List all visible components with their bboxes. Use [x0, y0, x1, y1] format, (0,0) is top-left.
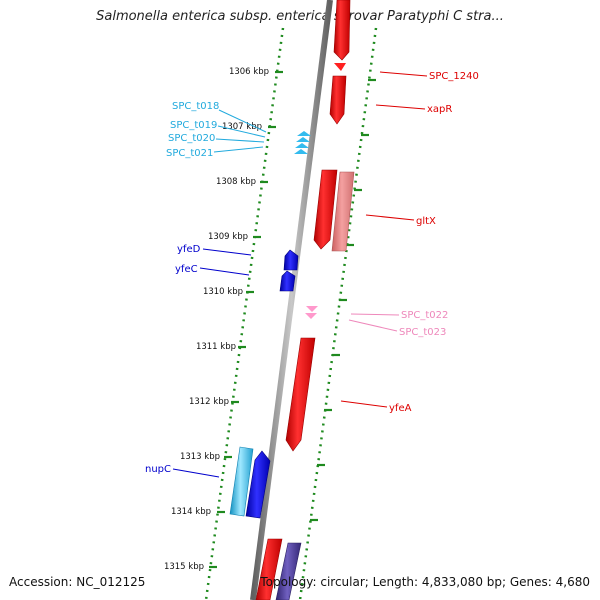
genome-backbone	[250, 0, 333, 600]
label-spc-t018[interactable]: SPC_t018	[172, 101, 219, 112]
tick-label-1315: 1315 kbp	[164, 562, 204, 572]
label-gltX[interactable]: gltX	[416, 216, 436, 227]
gene-xapR[interactable]	[329, 75, 347, 125]
gene-yfeD[interactable]	[283, 249, 299, 271]
label-spc-t023[interactable]: SPC_t023	[399, 327, 446, 338]
gene-nupC[interactable]	[245, 450, 271, 519]
trna-spc-t022[interactable]	[306, 306, 318, 312]
ruler-tick-marks	[209, 70, 283, 569]
trna-spc-t018[interactable]	[297, 131, 311, 136]
gene-yfeA[interactable]	[285, 337, 316, 452]
label-yfeD[interactable]: yfeD	[177, 244, 201, 255]
gene-cyan-bottom[interactable]	[229, 446, 254, 517]
tick-label-1312: 1312 kbp	[189, 397, 229, 407]
tick-label-1311: 1311 kbp	[196, 342, 236, 352]
tick-label-1309: 1309 kbp	[208, 232, 248, 242]
tick-label-1313: 1313 kbp	[180, 452, 220, 462]
trna-spc-t019[interactable]	[296, 137, 310, 142]
gene-bottom-red[interactable]	[255, 538, 283, 600]
ruler-labels: 1306 kbp 1307 kbp 1308 kbp 1309 kbp 1310…	[164, 67, 269, 572]
label-nupC[interactable]: nupC	[145, 464, 171, 475]
gene-gltX-shadow[interactable]	[331, 171, 355, 252]
tick-label-1307: 1307 kbp	[222, 122, 262, 132]
trna-spc-t020[interactable]	[295, 143, 309, 148]
gene-spc1240-small[interactable]	[334, 63, 346, 71]
gene-gltX[interactable]	[313, 169, 338, 250]
tick-label-1306: 1306 kbp	[229, 67, 269, 77]
reverse-strand-features	[229, 131, 311, 519]
label-yfeC[interactable]: yfeC	[175, 264, 198, 275]
label-spc-t022[interactable]: SPC_t022	[401, 310, 448, 321]
left-track-dots	[204, 27, 285, 600]
label-yfeA[interactable]: yfeA	[389, 403, 412, 414]
right-track-ticks	[310, 78, 376, 522]
gene-bottom-purple[interactable]	[275, 542, 302, 600]
trna-spc-t023[interactable]	[305, 313, 317, 319]
label-spc1240[interactable]: SPC_1240	[429, 71, 479, 82]
right-track-dots	[298, 27, 378, 600]
genome-title: Salmonella enterica subsp. enterica sero…	[96, 9, 504, 24]
label-spc-t019[interactable]: SPC_t019	[170, 120, 217, 131]
label-spc-t020[interactable]: SPC_t020	[168, 133, 215, 144]
feature-labels: SPC_1240 xapR SPC_t018 SPC_t019 SPC_t020…	[145, 71, 479, 475]
label-leaders	[172, 71, 428, 478]
forward-strand-features	[255, 0, 355, 600]
tick-label-1310: 1310 kbp	[203, 287, 243, 297]
label-spc-t021[interactable]: SPC_t021	[166, 148, 213, 159]
accession-text: Accession: NC_012125	[9, 575, 146, 589]
label-xapR[interactable]: xapR	[427, 104, 452, 115]
trna-spc-t021[interactable]	[294, 149, 308, 154]
gene-yfeC[interactable]	[279, 270, 296, 292]
tick-label-1314: 1314 kbp	[171, 507, 211, 517]
gene-spc1240-upper[interactable]	[333, 0, 351, 61]
tick-label-1308: 1308 kbp	[216, 177, 256, 187]
genome-summary-text: Topology: circular; Length: 4,833,080 bp…	[260, 575, 590, 589]
